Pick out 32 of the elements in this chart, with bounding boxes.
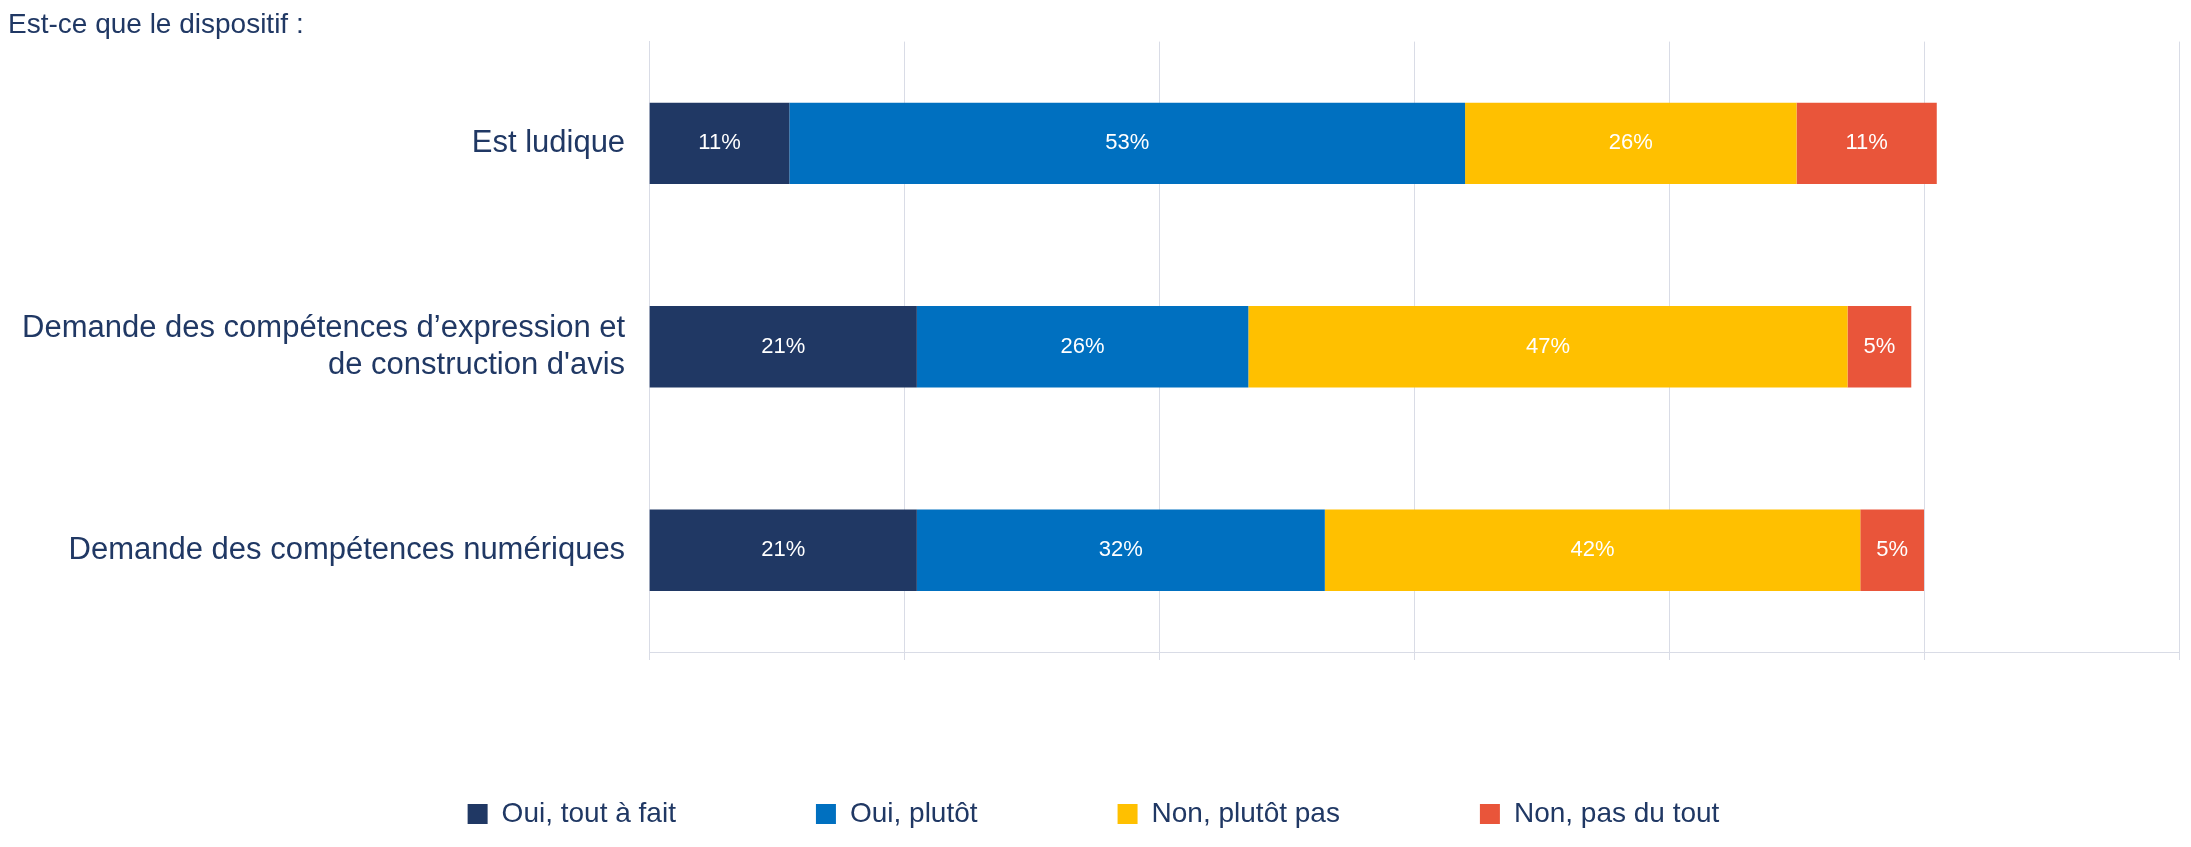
data-label: 26% (1060, 332, 1105, 358)
data-label: 47% (1525, 332, 1570, 358)
data-label: 21% (761, 332, 806, 358)
bar (1248, 306, 1848, 388)
legend-label: Non, plutôt pas (1151, 796, 1340, 828)
data-label: 11% (698, 129, 741, 155)
data-label: 26% (1608, 129, 1653, 155)
y-tick-label: Demande des compétences numériques (68, 530, 626, 566)
bar (916, 509, 1325, 591)
bar (649, 102, 790, 185)
data-label: 21% (761, 536, 806, 562)
bar (1847, 306, 1912, 388)
bar (1465, 102, 1797, 185)
legend-label: Non, pas du tout (1513, 796, 1720, 828)
bar (1796, 102, 1937, 185)
data-label: 5% (1863, 332, 1896, 358)
data-label: 11% (1845, 129, 1888, 155)
y-tick-label: Demande des compétences d’expression et de construction d'avis (22, 308, 626, 381)
data-label: 53% (1105, 129, 1150, 155)
data-label: 32% (1098, 536, 1143, 562)
bar (1324, 509, 1861, 591)
bar (1860, 509, 1925, 591)
bar (649, 306, 917, 388)
bar (789, 102, 1466, 185)
text: Est-ce que le dispositif : (8, 7, 304, 39)
y-tick-label: Est ludique (471, 123, 626, 159)
data-label: 42% (1570, 536, 1615, 562)
legend-label: Oui, tout à fait (501, 796, 677, 828)
bar (649, 509, 917, 591)
data-label: 5% (1876, 536, 1909, 562)
legend-label: Oui, plutôt (849, 796, 978, 828)
bar (916, 306, 1249, 388)
